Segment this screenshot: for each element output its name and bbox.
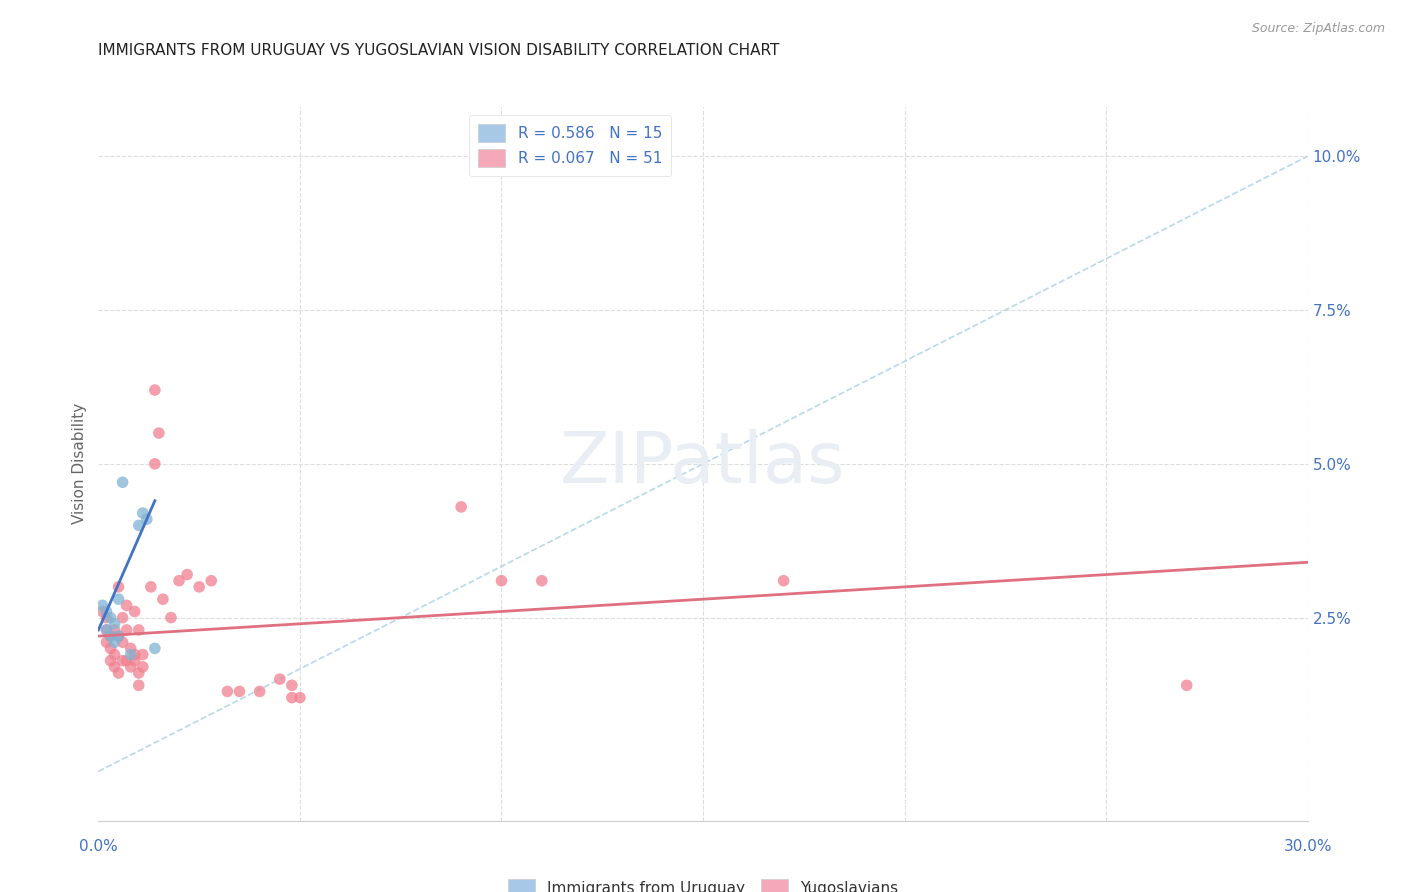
Point	[111, 635, 134, 649]
Y-axis label: Vision Disability: Vision Disability	[72, 403, 87, 524]
Point	[228, 684, 250, 698]
Point	[128, 665, 150, 680]
Point	[288, 690, 311, 705]
Point	[107, 580, 129, 594]
Point	[128, 623, 150, 637]
Point	[128, 678, 150, 692]
Point	[96, 623, 118, 637]
Point	[91, 599, 114, 613]
Point	[491, 574, 513, 588]
Point	[100, 629, 122, 643]
Point	[96, 623, 118, 637]
Point	[124, 648, 146, 662]
Point	[100, 629, 122, 643]
Point	[107, 629, 129, 643]
Point	[1175, 678, 1198, 692]
Text: Source: ZipAtlas.com: Source: ZipAtlas.com	[1251, 22, 1385, 36]
Legend: Immigrants from Uruguay, Yugoslavians: Immigrants from Uruguay, Yugoslavians	[501, 871, 905, 892]
Point	[120, 660, 142, 674]
Point	[96, 635, 118, 649]
Point	[450, 500, 472, 514]
Point	[152, 592, 174, 607]
Point	[120, 641, 142, 656]
Point	[103, 616, 125, 631]
Point	[217, 684, 239, 698]
Point	[100, 641, 122, 656]
Point	[100, 654, 122, 668]
Point	[772, 574, 794, 588]
Point	[200, 574, 222, 588]
Point	[530, 574, 553, 588]
Point	[115, 623, 138, 637]
Point	[160, 610, 183, 624]
Point	[124, 605, 146, 619]
Point	[143, 383, 166, 397]
Text: 30.0%: 30.0%	[1284, 839, 1331, 855]
Point	[103, 660, 125, 674]
Point	[107, 592, 129, 607]
Point	[249, 684, 271, 698]
Point	[120, 648, 142, 662]
Point	[107, 665, 129, 680]
Point	[96, 610, 118, 624]
Point	[176, 567, 198, 582]
Point	[143, 641, 166, 656]
Point	[115, 654, 138, 668]
Text: 0.0%: 0.0%	[79, 839, 118, 855]
Point	[100, 610, 122, 624]
Point	[124, 654, 146, 668]
Point	[107, 629, 129, 643]
Point	[269, 672, 291, 686]
Point	[188, 580, 211, 594]
Point	[111, 475, 134, 490]
Text: IMMIGRANTS FROM URUGUAY VS YUGOSLAVIAN VISION DISABILITY CORRELATION CHART: IMMIGRANTS FROM URUGUAY VS YUGOSLAVIAN V…	[98, 43, 780, 58]
Point	[128, 518, 150, 533]
Point	[281, 678, 304, 692]
Point	[167, 574, 190, 588]
Point	[96, 605, 118, 619]
Point	[111, 654, 134, 668]
Point	[103, 648, 125, 662]
Point	[103, 623, 125, 637]
Point	[148, 426, 170, 441]
Point	[132, 506, 155, 520]
Point	[103, 635, 125, 649]
Point	[132, 648, 155, 662]
Point	[132, 660, 155, 674]
Point	[115, 599, 138, 613]
Point	[91, 605, 114, 619]
Text: ZIPatlas: ZIPatlas	[560, 429, 846, 499]
Point	[281, 690, 304, 705]
Point	[143, 457, 166, 471]
Point	[139, 580, 162, 594]
Point	[135, 512, 157, 526]
Point	[111, 610, 134, 624]
